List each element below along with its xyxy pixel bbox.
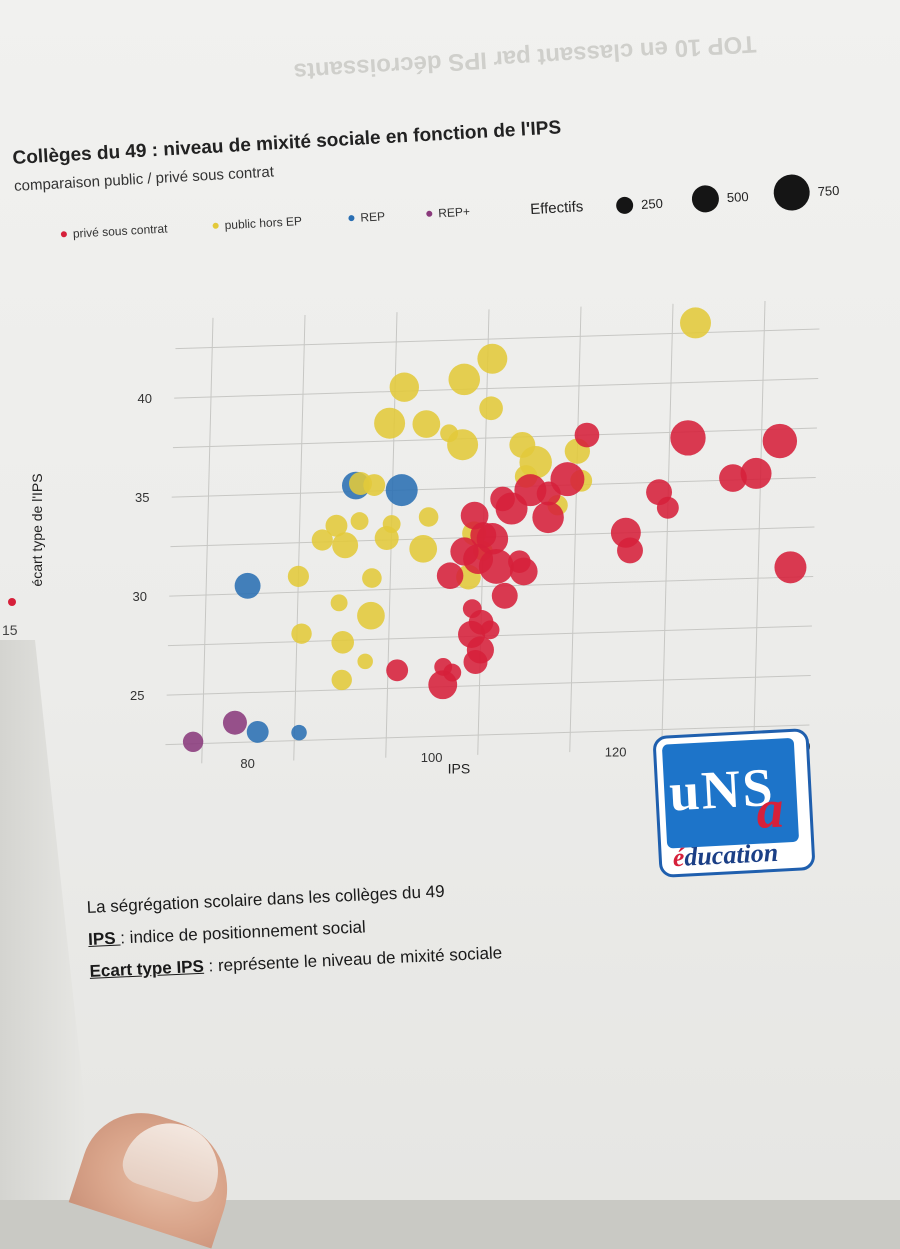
data-point — [448, 363, 480, 396]
logo-mark-a: a — [754, 778, 785, 840]
x-axis-label: IPS — [448, 760, 471, 776]
data-point — [463, 649, 488, 674]
data-point — [182, 731, 204, 752]
grid-line-horizontal — [174, 378, 819, 399]
data-point — [477, 343, 508, 374]
x-tick-label: 100 — [421, 750, 443, 765]
data-point — [357, 601, 385, 630]
data-point — [357, 653, 373, 670]
grid-line-horizontal — [175, 328, 820, 350]
y-tick-label: 30 — [133, 589, 147, 604]
x-tick-label: 120 — [605, 745, 627, 760]
data-point — [762, 423, 798, 459]
data-point — [740, 457, 772, 489]
grid-line-vertical — [201, 317, 214, 764]
grid-line-vertical — [753, 300, 766, 747]
data-point — [536, 481, 561, 506]
scatter-plot: 8010012014025303540IPSécart type de l'IP… — [29, 300, 820, 777]
data-point — [234, 572, 261, 599]
data-point — [480, 620, 500, 640]
data-point — [418, 507, 439, 527]
data-point — [332, 532, 359, 559]
y-axis-label: écart type de l'IPS — [29, 473, 45, 586]
y-tick-label: 35 — [135, 490, 149, 505]
data-point — [385, 474, 418, 507]
grid-line-vertical — [661, 303, 674, 750]
data-point — [574, 422, 600, 448]
data-point — [389, 372, 419, 402]
data-point — [363, 474, 386, 496]
data-point — [374, 407, 406, 439]
clipped-tick-label: 15 — [2, 622, 18, 638]
data-point — [311, 529, 333, 551]
grid-line-horizontal — [171, 477, 816, 498]
data-point — [409, 534, 438, 563]
data-point — [479, 396, 503, 421]
data-point — [350, 512, 369, 531]
grid-line-horizontal — [166, 675, 811, 696]
paper-sheet — [0, 0, 900, 1200]
data-point — [222, 710, 247, 735]
grid-line-horizontal — [165, 724, 810, 746]
clipped-point — [8, 598, 16, 606]
data-point — [331, 669, 352, 691]
data-point — [491, 582, 518, 609]
data-point — [495, 492, 528, 525]
note-def-ecart: : représente le niveau de mixité sociale — [203, 943, 503, 976]
data-point — [330, 594, 348, 612]
data-point — [331, 630, 355, 654]
unsa-education-logo: uNS a éducation — [652, 728, 816, 878]
logo-subtitle: éducation — [672, 838, 779, 873]
chart-points — [182, 307, 807, 752]
data-point — [447, 429, 479, 461]
logo-sub-rest: ducation — [683, 837, 779, 872]
data-point — [509, 557, 538, 586]
data-point — [291, 724, 307, 741]
data-point — [670, 420, 706, 456]
grid-line-horizontal — [172, 427, 817, 449]
data-point — [436, 562, 464, 589]
y-tick-label: 25 — [130, 688, 144, 703]
data-point — [532, 501, 564, 534]
data-point — [325, 514, 348, 537]
y-tick-label: 40 — [138, 391, 152, 406]
note-term-ips: IPS — [87, 928, 121, 949]
grid-line-vertical — [293, 314, 306, 761]
data-point — [287, 565, 309, 587]
grid-line-horizontal — [169, 576, 814, 597]
note-term-ecart: Ecart type IPS — [89, 956, 205, 981]
data-point — [412, 410, 441, 438]
data-point — [362, 568, 382, 588]
chart-ticks: 8010012014025303540IPSécart type de l'IP… — [29, 391, 810, 776]
data-point — [478, 548, 514, 584]
note-def-ips: : indice de positionnement social — [119, 917, 367, 948]
data-point — [386, 659, 409, 682]
data-point — [774, 551, 807, 584]
data-point — [656, 496, 679, 519]
x-tick-label: 80 — [240, 756, 254, 771]
data-point — [382, 515, 401, 534]
data-point — [291, 623, 312, 644]
grid-line-vertical — [569, 306, 582, 753]
data-point — [246, 720, 269, 743]
data-point — [428, 670, 458, 700]
data-point — [617, 537, 643, 564]
data-point — [719, 464, 747, 492]
data-point — [680, 307, 711, 339]
